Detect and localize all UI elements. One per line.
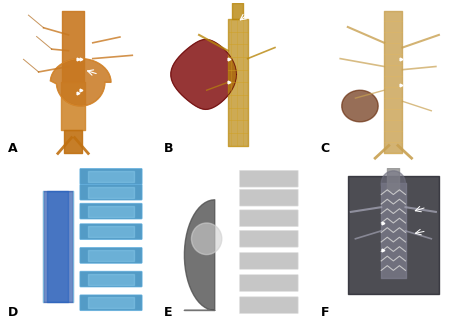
FancyBboxPatch shape: [239, 170, 298, 187]
Polygon shape: [171, 39, 237, 109]
FancyBboxPatch shape: [80, 271, 142, 287]
Text: SMA→: SMA→: [12, 241, 27, 246]
FancyBboxPatch shape: [239, 210, 298, 227]
FancyBboxPatch shape: [239, 253, 298, 269]
FancyBboxPatch shape: [80, 184, 142, 200]
FancyBboxPatch shape: [80, 168, 142, 184]
Text: B: B: [164, 142, 173, 155]
Circle shape: [191, 223, 222, 255]
Text: F: F: [320, 306, 329, 319]
FancyBboxPatch shape: [80, 295, 142, 311]
FancyBboxPatch shape: [80, 224, 142, 240]
FancyBboxPatch shape: [239, 189, 298, 206]
FancyBboxPatch shape: [80, 247, 142, 263]
FancyBboxPatch shape: [80, 203, 142, 219]
Polygon shape: [50, 59, 111, 106]
Circle shape: [381, 171, 405, 196]
FancyBboxPatch shape: [239, 230, 298, 247]
Polygon shape: [342, 90, 378, 122]
FancyBboxPatch shape: [239, 275, 298, 291]
Text: D: D: [8, 306, 18, 319]
FancyBboxPatch shape: [239, 297, 298, 314]
Text: E: E: [164, 306, 173, 319]
Text: C: C: [320, 142, 329, 155]
Text: A: A: [8, 142, 18, 155]
